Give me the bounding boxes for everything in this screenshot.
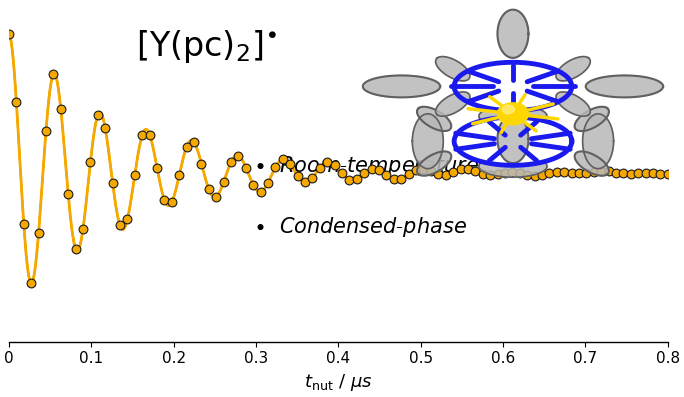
Point [559, 169, 570, 175]
Point [359, 170, 370, 176]
Point [477, 171, 488, 177]
Text: $\bullet$: $\bullet$ [252, 156, 264, 176]
Point [40, 127, 51, 134]
Point [166, 199, 177, 205]
Point [152, 164, 163, 171]
Point [611, 170, 622, 176]
Point [240, 164, 251, 171]
Point [321, 159, 332, 165]
Point [329, 162, 340, 168]
Point [440, 172, 451, 178]
Point [492, 171, 503, 177]
Point [48, 71, 59, 77]
Point [522, 172, 533, 178]
Point [315, 165, 326, 171]
Point [218, 179, 229, 185]
Point [551, 168, 562, 175]
Point [337, 170, 347, 177]
Point [255, 189, 266, 195]
Point [211, 193, 222, 200]
Point [3, 30, 14, 37]
Point [226, 159, 237, 165]
Point [278, 156, 289, 163]
Point [625, 170, 636, 177]
Point [373, 166, 384, 173]
Text: $\mathit{Condensed}$-$\mathit{phase}$: $\mathit{Condensed}$-$\mathit{phase}$ [279, 215, 467, 239]
Point [596, 168, 607, 174]
Point [174, 172, 185, 178]
Point [292, 173, 303, 179]
Point [470, 168, 481, 174]
Point [455, 166, 466, 173]
Point [418, 166, 429, 172]
Point [77, 225, 88, 232]
Point [92, 112, 103, 118]
Point [100, 125, 111, 131]
Text: $\mathit{Room}$-$\mathit{temperature}$: $\mathit{Room}$-$\mathit{temperature}$ [279, 154, 479, 178]
Point [159, 197, 170, 203]
X-axis label: $t_{\rm nut}\ /\ \mu$s: $t_{\rm nut}\ /\ \mu$s [304, 372, 373, 393]
Point [114, 222, 125, 229]
Point [410, 166, 421, 173]
Point [499, 170, 510, 176]
Point [307, 174, 318, 181]
Point [352, 176, 363, 182]
Point [248, 182, 259, 188]
Point [285, 161, 295, 168]
Point [655, 170, 666, 177]
Point [33, 230, 44, 236]
Point [196, 160, 207, 167]
Point [26, 280, 37, 286]
Point [270, 164, 281, 170]
Point [662, 171, 673, 177]
Text: $\bullet$: $\bullet$ [252, 217, 264, 237]
Point [633, 170, 644, 176]
Point [447, 169, 458, 175]
Point [507, 169, 518, 175]
Point [485, 172, 496, 178]
Point [581, 170, 592, 176]
Point [566, 170, 577, 176]
Point [404, 171, 415, 177]
Point [514, 170, 525, 176]
Point [618, 170, 629, 177]
Point [366, 166, 377, 172]
Point [18, 221, 29, 227]
Point [544, 170, 555, 176]
Point [85, 159, 96, 166]
Point [573, 170, 584, 176]
Point [536, 172, 547, 178]
Point [129, 172, 140, 178]
Point [189, 139, 200, 146]
Point [396, 175, 407, 182]
Point [144, 131, 155, 138]
Point [425, 168, 436, 175]
Point [55, 106, 66, 112]
Point [63, 191, 74, 197]
Point [300, 179, 311, 185]
Text: $[\mathrm{Y(pc)_2}]^{\bullet}$: $[\mathrm{Y(pc)_2}]^{\bullet}$ [136, 28, 277, 65]
Point [529, 172, 540, 179]
Point [107, 179, 118, 186]
Point [389, 176, 399, 182]
Point [381, 172, 392, 178]
Point [344, 177, 355, 183]
Point [203, 186, 214, 193]
Point [181, 144, 192, 150]
Point [588, 168, 599, 175]
Point [603, 168, 614, 175]
Point [70, 245, 81, 252]
Point [263, 179, 274, 186]
Point [11, 99, 22, 105]
Point [462, 166, 473, 172]
Point [137, 132, 148, 139]
Point [433, 171, 444, 177]
Point [648, 170, 659, 176]
Point [122, 216, 133, 222]
Point [233, 152, 244, 159]
Point [640, 170, 651, 176]
